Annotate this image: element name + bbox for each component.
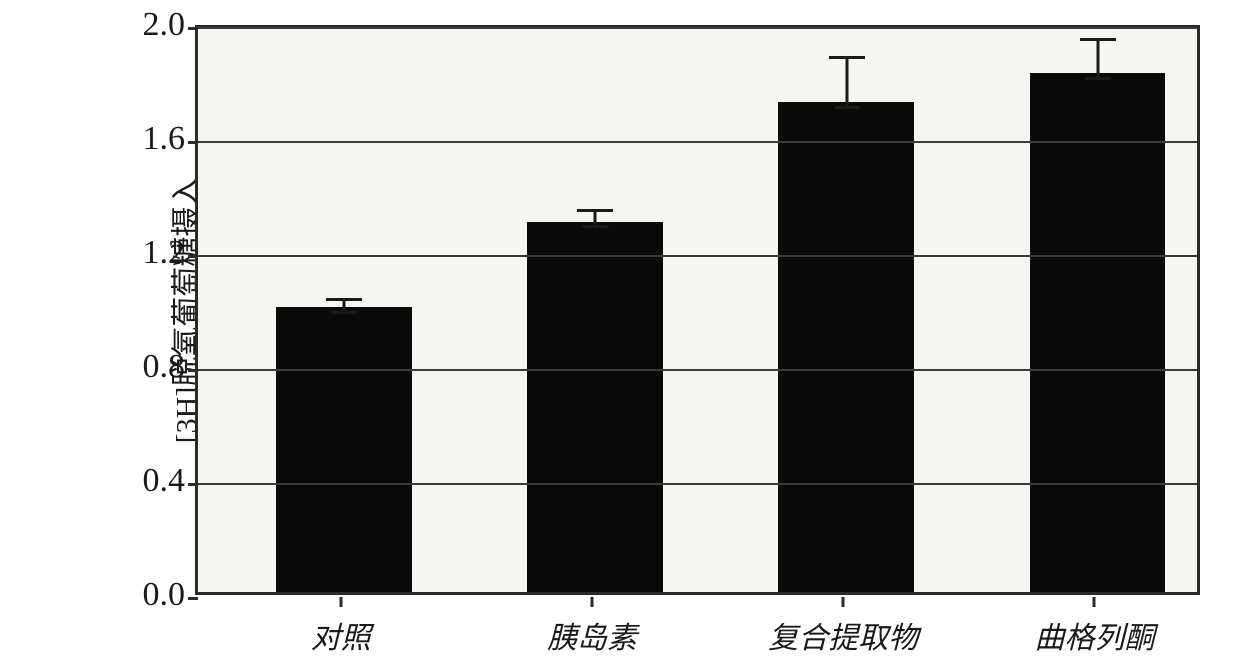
y-axis-ticks: 0.00.40.81.21.62.0: [100, 10, 185, 595]
x-category-label: 胰岛素: [547, 613, 637, 657]
gridline: [198, 27, 1197, 29]
y-tick-label: 2.0: [143, 6, 186, 44]
x-tick-mark: [1093, 597, 1096, 607]
y-tick-label: 0.4: [143, 462, 186, 500]
y-tick-mark: [188, 369, 198, 372]
gridline: [198, 483, 1197, 485]
y-tick-mark: [188, 255, 198, 258]
y-tick-mark: [188, 597, 198, 600]
gridline: [198, 141, 1197, 143]
bar: [276, 307, 412, 592]
x-category-label: 曲格列酮: [1034, 613, 1154, 657]
gridline: [198, 369, 1197, 371]
plot-area: [198, 28, 1197, 592]
x-category-label: 复合提取物: [768, 613, 918, 657]
x-tick-mark: [339, 597, 342, 607]
bar: [778, 102, 914, 592]
y-tick-mark: [188, 27, 198, 30]
y-tick-label: 0.0: [143, 576, 186, 614]
bar: [527, 222, 663, 593]
x-tick-mark: [590, 597, 593, 607]
x-axis-labels: 对照 胰岛素 复合提取物 曲格列酮: [195, 605, 1200, 655]
y-tick-mark: [188, 141, 198, 144]
error-bar: [846, 57, 847, 108]
gridline: [198, 255, 1197, 257]
y-tick-label: 1.2: [143, 234, 186, 272]
x-tick-mark: [842, 597, 845, 607]
bar: [1030, 73, 1166, 592]
plot-frame: [195, 25, 1200, 595]
y-tick-label: 0.8: [143, 348, 186, 386]
bar-chart-figure: [3H]脱氧葡萄糖摄入 0.00.40.81.21.62.0 对照胰岛素复合提取…: [40, 10, 1220, 660]
x-category-label: 对照: [311, 613, 371, 657]
y-tick-mark: [188, 483, 198, 486]
bars-container: [198, 28, 1197, 592]
y-tick-label: 1.6: [143, 120, 186, 158]
